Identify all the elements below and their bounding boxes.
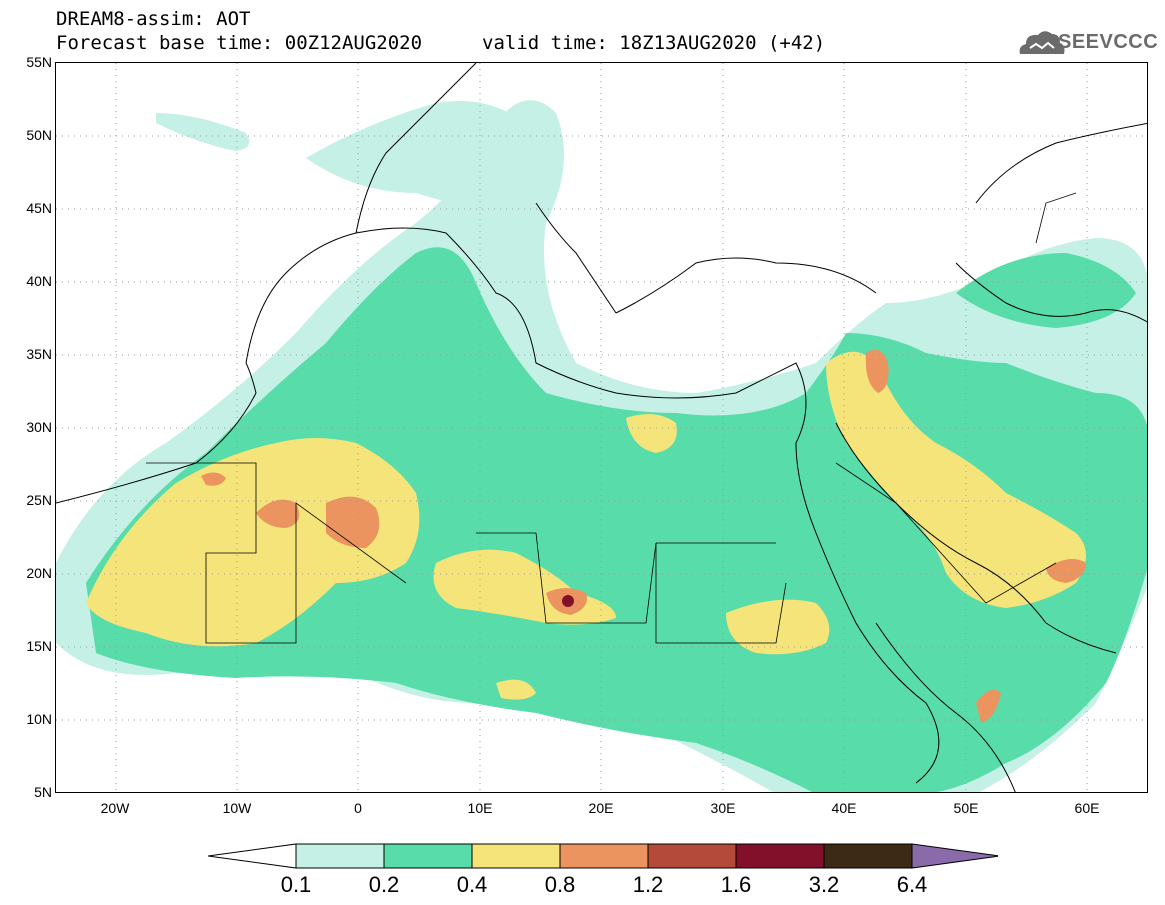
lon-label-30e: 30E	[710, 800, 736, 816]
colorbar-label: 0.1	[280, 872, 312, 897]
colorbar-segment	[295, 843, 385, 869]
colorbar-under-arrow	[208, 843, 297, 869]
colorbar-segment	[559, 843, 649, 869]
logo-text: SEEVCCC	[1058, 31, 1159, 53]
colorbar	[208, 843, 998, 869]
coastlines	[56, 63, 1147, 792]
lat-label-5n: 5N	[34, 784, 52, 800]
colorbar-label: 1.2	[632, 872, 664, 897]
colorbar-label: 0.8	[544, 872, 576, 897]
colorbar-label: 0.4	[456, 872, 488, 897]
aot-band-0.8-a	[256, 499, 300, 528]
lat-label-20n: 20N	[26, 565, 52, 581]
lat-label-55n: 55N	[26, 54, 52, 70]
aot-shading	[56, 100, 1147, 792]
graticule	[56, 63, 1147, 792]
colorbar-label: 6.4	[896, 872, 928, 897]
aot-band-0.4-westafrica	[86, 438, 420, 647]
forecast-base-time: Forecast base time: 00Z12AUG2020	[56, 32, 423, 54]
lon-label-40e: 40E	[831, 800, 857, 816]
colorbar-label: 0.2	[368, 872, 400, 897]
colorbar-segment	[383, 843, 473, 869]
aot-band-0.8-b	[326, 496, 380, 548]
aot-band-0.4-arabia	[826, 351, 1086, 608]
lat-label-30n: 30N	[26, 419, 52, 435]
lon-label-20w: 20W	[100, 800, 130, 816]
lon-label-50e: 50E	[953, 800, 979, 816]
aot-band-0.8-iraq	[865, 349, 889, 393]
valid-time: valid time: 18Z13AUG2020 (+42)	[482, 32, 826, 54]
lat-label-40n: 40N	[26, 273, 52, 289]
lon-label-60e: 60E	[1074, 800, 1100, 816]
colorbar-label: 1.6	[720, 872, 752, 897]
aot-band-0.1-europe	[306, 101, 544, 207]
colorbar-segment	[647, 843, 737, 869]
aot-field	[56, 63, 1147, 792]
aot-band-0.4-libya	[626, 414, 677, 453]
lon-label-10e: 10E	[467, 800, 493, 816]
borders	[146, 192, 1077, 644]
lat-label-10n: 10N	[26, 711, 52, 727]
aot-peak-chad	[562, 595, 574, 607]
lat-label-35n: 35N	[26, 346, 52, 362]
colorbar-segment	[823, 843, 913, 869]
colorbar-segment	[735, 843, 825, 869]
lat-label-25n: 25N	[26, 492, 52, 508]
map-area[interactable]	[55, 62, 1148, 793]
colorbar-over-arrow	[911, 843, 998, 869]
aot-band-0.8-c	[201, 472, 226, 486]
lat-label-50n: 50N	[26, 127, 52, 143]
lon-label-10w: 10W	[222, 800, 252, 816]
aot-band-0.8-oman	[1046, 559, 1086, 583]
map-title: DREAM8-assim: AOT	[56, 8, 251, 30]
cloud-icon	[1019, 31, 1065, 54]
aot-band-0.1-plume	[156, 113, 250, 151]
colorbar-label: 3.2	[808, 872, 840, 897]
lat-label-15n: 15N	[26, 638, 52, 654]
aot-band-0.2-caspian	[956, 253, 1136, 328]
aot-band-0.8-somalia	[976, 689, 1001, 723]
lon-label-20e: 20E	[588, 800, 614, 816]
aot-band-0.4-mali	[496, 679, 536, 700]
lat-label-45n: 45N	[26, 200, 52, 216]
colorbar-segment	[471, 843, 561, 869]
lon-label-0: 0	[354, 800, 362, 816]
aot-band-0.4-sudan	[726, 599, 830, 655]
